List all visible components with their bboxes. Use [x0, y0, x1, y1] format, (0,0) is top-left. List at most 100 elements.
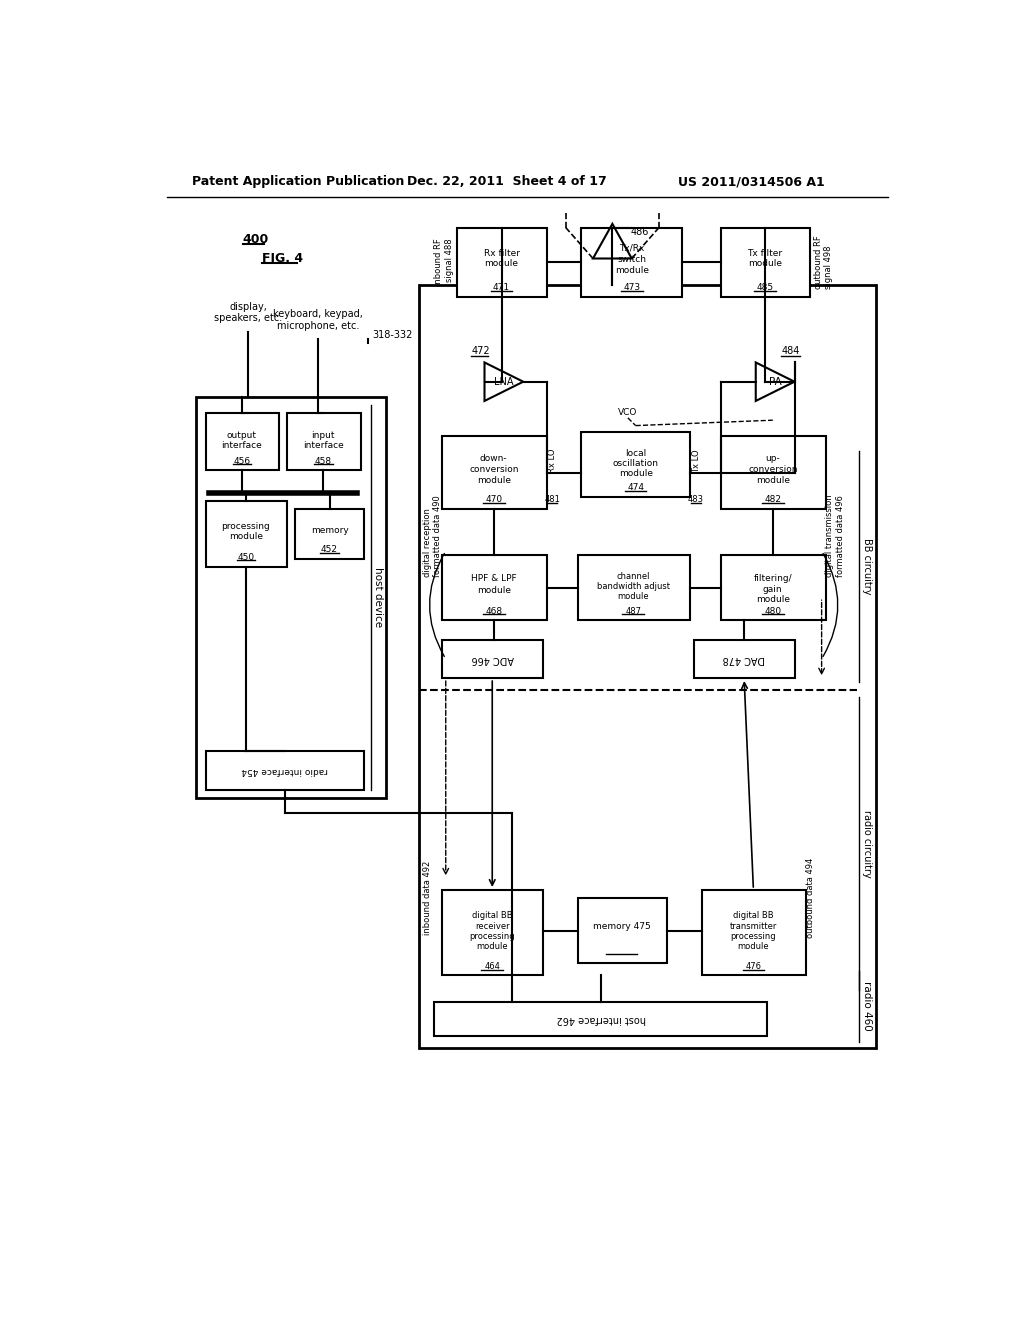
Text: interface: interface [303, 441, 344, 450]
Text: 487: 487 [626, 607, 641, 615]
Text: input: input [311, 432, 335, 440]
Text: 485: 485 [757, 284, 773, 292]
Text: processing: processing [469, 932, 515, 941]
Text: outbound data 494: outbound data 494 [806, 858, 815, 937]
Text: digital transmission
formatted data 496: digital transmission formatted data 496 [825, 495, 845, 577]
Text: conversion: conversion [469, 465, 518, 474]
Text: module: module [228, 532, 263, 541]
Text: module: module [476, 941, 508, 950]
Text: module: module [618, 469, 652, 478]
Text: 464: 464 [484, 962, 500, 972]
Text: keyboard, keypad,
microphone, etc.: keyboard, keypad, microphone, etc. [273, 309, 362, 331]
Text: BB circuitry: BB circuitry [861, 539, 871, 595]
Text: module: module [756, 475, 790, 484]
Text: Tx/Rx: Tx/Rx [620, 244, 644, 253]
FancyBboxPatch shape [442, 640, 543, 678]
FancyBboxPatch shape [693, 640, 795, 678]
Text: 486: 486 [631, 227, 648, 236]
Text: Tx LO: Tx LO [691, 449, 700, 473]
Text: gain: gain [763, 585, 782, 594]
Text: module: module [614, 265, 649, 275]
Text: 476: 476 [745, 962, 762, 972]
Text: digital reception
formatted data 490: digital reception formatted data 490 [423, 495, 442, 577]
Text: outbound RF
signal 498: outbound RF signal 498 [814, 235, 834, 289]
FancyBboxPatch shape [578, 898, 667, 964]
Text: 318-332: 318-332 [372, 330, 413, 341]
FancyBboxPatch shape [721, 554, 825, 620]
Text: FIG. 4: FIG. 4 [262, 252, 303, 265]
Text: host device: host device [374, 568, 383, 627]
Text: interface: interface [221, 441, 262, 450]
Text: processing: processing [221, 521, 270, 531]
Text: module: module [737, 941, 769, 950]
Text: digital BB: digital BB [472, 911, 513, 920]
FancyBboxPatch shape [419, 285, 876, 1048]
Text: 483: 483 [688, 495, 705, 504]
FancyBboxPatch shape [582, 432, 690, 498]
Text: US 2011/0314506 A1: US 2011/0314506 A1 [678, 176, 825, 187]
Text: switch: switch [617, 255, 646, 264]
Text: Tx filter: Tx filter [748, 248, 782, 257]
FancyBboxPatch shape [197, 397, 386, 797]
Text: radio interface 454: radio interface 454 [242, 766, 328, 775]
Text: conversion: conversion [749, 465, 798, 474]
FancyBboxPatch shape [206, 412, 280, 470]
FancyBboxPatch shape [434, 1002, 767, 1036]
Text: Rx LO: Rx LO [548, 449, 557, 474]
FancyBboxPatch shape [578, 554, 690, 620]
FancyBboxPatch shape [721, 227, 810, 297]
Text: local: local [625, 449, 646, 458]
Text: digital BB: digital BB [733, 911, 774, 920]
Text: radio 460: radio 460 [861, 981, 871, 1031]
Text: ADC 466: ADC 466 [471, 653, 513, 664]
FancyBboxPatch shape [287, 412, 360, 470]
Text: PA: PA [769, 376, 781, 387]
Text: 470: 470 [485, 495, 503, 504]
Text: module: module [477, 586, 511, 595]
Text: oscillation: oscillation [612, 459, 658, 467]
FancyBboxPatch shape [442, 436, 547, 508]
Text: 472: 472 [471, 346, 489, 356]
Text: module: module [484, 260, 518, 268]
Text: module: module [477, 475, 511, 484]
Text: down-: down- [480, 454, 508, 463]
Text: memory 475: memory 475 [593, 923, 650, 932]
FancyBboxPatch shape [206, 502, 287, 566]
FancyBboxPatch shape [442, 890, 543, 974]
Text: inbound data 492: inbound data 492 [423, 861, 431, 935]
Text: module: module [749, 260, 782, 268]
Text: 450: 450 [238, 553, 254, 562]
Text: host interface 462: host interface 462 [556, 1014, 645, 1024]
Text: DAC 478: DAC 478 [723, 653, 765, 664]
Text: 474: 474 [627, 483, 644, 492]
Text: 480: 480 [764, 607, 781, 615]
Text: 468: 468 [485, 607, 503, 615]
Text: 481: 481 [545, 495, 560, 504]
Text: display,
speakers, etc.: display, speakers, etc. [214, 301, 283, 323]
FancyBboxPatch shape [206, 751, 365, 789]
Text: Patent Application Publication: Patent Application Publication [191, 176, 403, 187]
Text: Rx filter: Rx filter [483, 248, 519, 257]
Text: 458: 458 [314, 457, 332, 466]
FancyBboxPatch shape [701, 890, 806, 974]
FancyBboxPatch shape [295, 508, 365, 558]
Text: memory: memory [310, 525, 348, 535]
Text: bandwidth adjust: bandwidth adjust [597, 582, 670, 591]
FancyBboxPatch shape [458, 227, 547, 297]
Text: 456: 456 [233, 457, 251, 466]
Text: 484: 484 [781, 346, 800, 356]
Text: receiver: receiver [475, 921, 510, 931]
Text: module: module [756, 595, 790, 605]
Text: 482: 482 [764, 495, 781, 504]
Text: output: output [227, 432, 257, 440]
Text: up-: up- [765, 454, 780, 463]
Text: LNA: LNA [495, 376, 514, 387]
Text: HPF & LPF: HPF & LPF [471, 574, 517, 583]
Text: transmitter: transmitter [730, 921, 777, 931]
Text: inbound RF
signal 488: inbound RF signal 488 [434, 239, 454, 286]
Text: Dec. 22, 2011  Sheet 4 of 17: Dec. 22, 2011 Sheet 4 of 17 [407, 176, 607, 187]
Text: 400: 400 [243, 232, 269, 246]
FancyBboxPatch shape [442, 554, 547, 620]
Text: VCO: VCO [618, 408, 638, 417]
FancyBboxPatch shape [582, 227, 682, 297]
